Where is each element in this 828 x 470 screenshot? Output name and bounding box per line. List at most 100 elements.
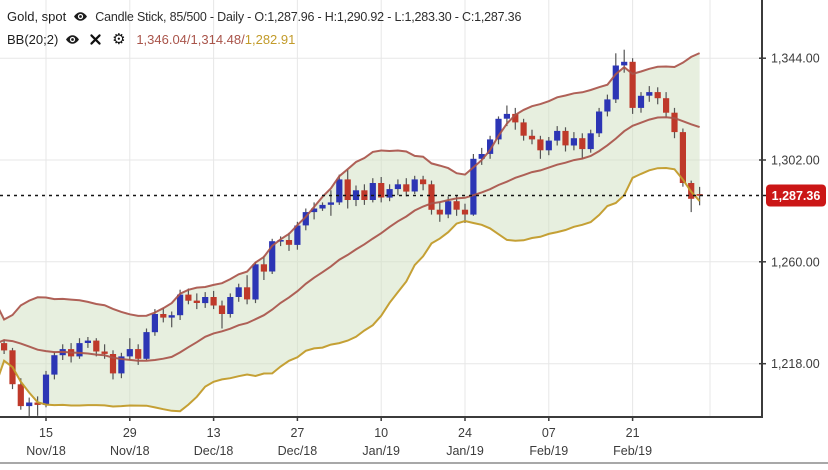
bollinger-upper-band	[0, 52, 701, 321]
candle-up	[487, 139, 494, 154]
candle-up	[478, 154, 485, 159]
bb-values: 1,346.04/1,314.48/1,282.91	[136, 32, 295, 47]
candle-down	[403, 184, 410, 192]
bollinger-lower-band	[0, 166, 701, 413]
candle-up	[235, 287, 242, 297]
x-axis-label-day: 15	[39, 426, 53, 440]
candle-down	[193, 300, 200, 303]
candle-up	[352, 190, 360, 200]
last-price-badge	[766, 184, 826, 207]
candle-up	[369, 183, 376, 200]
bb-label: BB(20;2)	[7, 32, 59, 47]
x-axis-label-month: Nov/18	[26, 444, 66, 458]
candle-up	[503, 113, 510, 119]
candle-down	[428, 184, 435, 210]
eye-icon	[66, 35, 80, 44]
bb-lower-value: 1,282.91	[244, 32, 296, 47]
candle-up	[554, 130, 561, 141]
x-axis-label-day: 29	[123, 426, 137, 440]
x-axis-label-month: Feb/19	[529, 444, 568, 458]
x-axis-label-day: 13	[207, 426, 221, 440]
candle-down	[218, 305, 226, 314]
candle-up	[621, 61, 628, 66]
candle-down	[562, 130, 569, 146]
bb-settings-button[interactable]: ⚙	[110, 31, 127, 48]
y-axis-label: 1,302.00	[771, 154, 820, 168]
x-axis-label-month: Jan/19	[362, 444, 400, 458]
candle-up	[76, 343, 83, 357]
candle-up	[411, 179, 418, 192]
candle-down	[135, 349, 142, 359]
series-visibility-toggle[interactable]	[72, 8, 89, 25]
candle-down	[101, 351, 108, 354]
candle-down	[285, 240, 293, 245]
candle-down	[185, 294, 192, 301]
bb-visibility-toggle[interactable]	[64, 31, 81, 48]
chart-legend: Gold, spot Candle Stick, 85/500 - Daily …	[7, 5, 521, 51]
bb-remove-button[interactable]	[87, 31, 104, 48]
candle-down	[629, 61, 636, 108]
candle-up	[327, 202, 334, 205]
gear-icon: ⚙	[112, 30, 126, 48]
candle-up	[394, 184, 401, 190]
bb-legend-row: BB(20;2) ⚙ 1,346.04/1,314.48/1,282.91	[7, 28, 521, 51]
y-axis-label: 1,344.00	[771, 52, 820, 66]
candle-up	[311, 208, 318, 213]
candle-down	[420, 179, 427, 185]
candle-down	[579, 138, 586, 150]
candle-up	[151, 314, 158, 333]
candle-down	[537, 139, 544, 151]
candle-down	[109, 354, 117, 374]
candle-up	[227, 297, 234, 314]
candle-down	[344, 179, 351, 200]
candle-up	[294, 225, 301, 245]
candle-up	[470, 158, 477, 215]
candle-up	[570, 138, 577, 146]
candle-up	[143, 332, 150, 359]
candle-down	[436, 209, 443, 215]
candle-up	[319, 204, 326, 209]
candle-up	[84, 340, 91, 343]
candle-up	[545, 140, 552, 151]
candle-up	[637, 95, 645, 108]
candle-up	[252, 264, 259, 300]
y-axis-label: 1,260.00	[771, 255, 820, 269]
candle-up	[604, 99, 611, 112]
bb-upper-middle-values: 1,346.04/1,314.48/	[136, 32, 245, 47]
candle-down	[679, 132, 686, 183]
x-axis-label-day: 07	[542, 426, 556, 440]
candle-down	[663, 98, 670, 113]
candle-up	[126, 349, 133, 357]
candle-down	[378, 183, 385, 198]
candle-down	[260, 264, 267, 272]
candle-down	[34, 402, 41, 405]
symbol-name: Gold, spot	[7, 9, 67, 24]
candle-down	[512, 113, 519, 123]
candle-up	[26, 402, 33, 407]
x-axis-label-day: 27	[290, 426, 304, 440]
x-axis-label-month: Dec/18	[194, 444, 234, 458]
candle-up	[646, 92, 653, 96]
candle-up	[42, 374, 50, 405]
candle-up	[269, 241, 276, 272]
candle-down	[210, 297, 217, 306]
series-info: Candle Stick, 85/500 - Daily - O:1,287.9…	[95, 9, 522, 24]
candle-up	[596, 111, 603, 134]
x-axis-label-month: Nov/18	[110, 444, 150, 458]
candle-up	[168, 315, 175, 318]
candle-up	[202, 297, 209, 304]
candle-up	[386, 189, 393, 198]
candle-down	[528, 135, 536, 140]
candle-down	[696, 194, 703, 196]
candle-up	[445, 201, 452, 215]
candle-down	[461, 209, 469, 215]
y-axis-label: 1,218.00	[771, 357, 820, 371]
series-legend-row: Gold, spot Candle Stick, 85/500 - Daily …	[7, 5, 521, 28]
candle-down	[453, 201, 460, 210]
candle-up	[495, 118, 502, 140]
candle-down	[17, 384, 24, 407]
candle-down	[93, 340, 100, 352]
last-price-badge-label: 1,287.36	[772, 189, 821, 203]
